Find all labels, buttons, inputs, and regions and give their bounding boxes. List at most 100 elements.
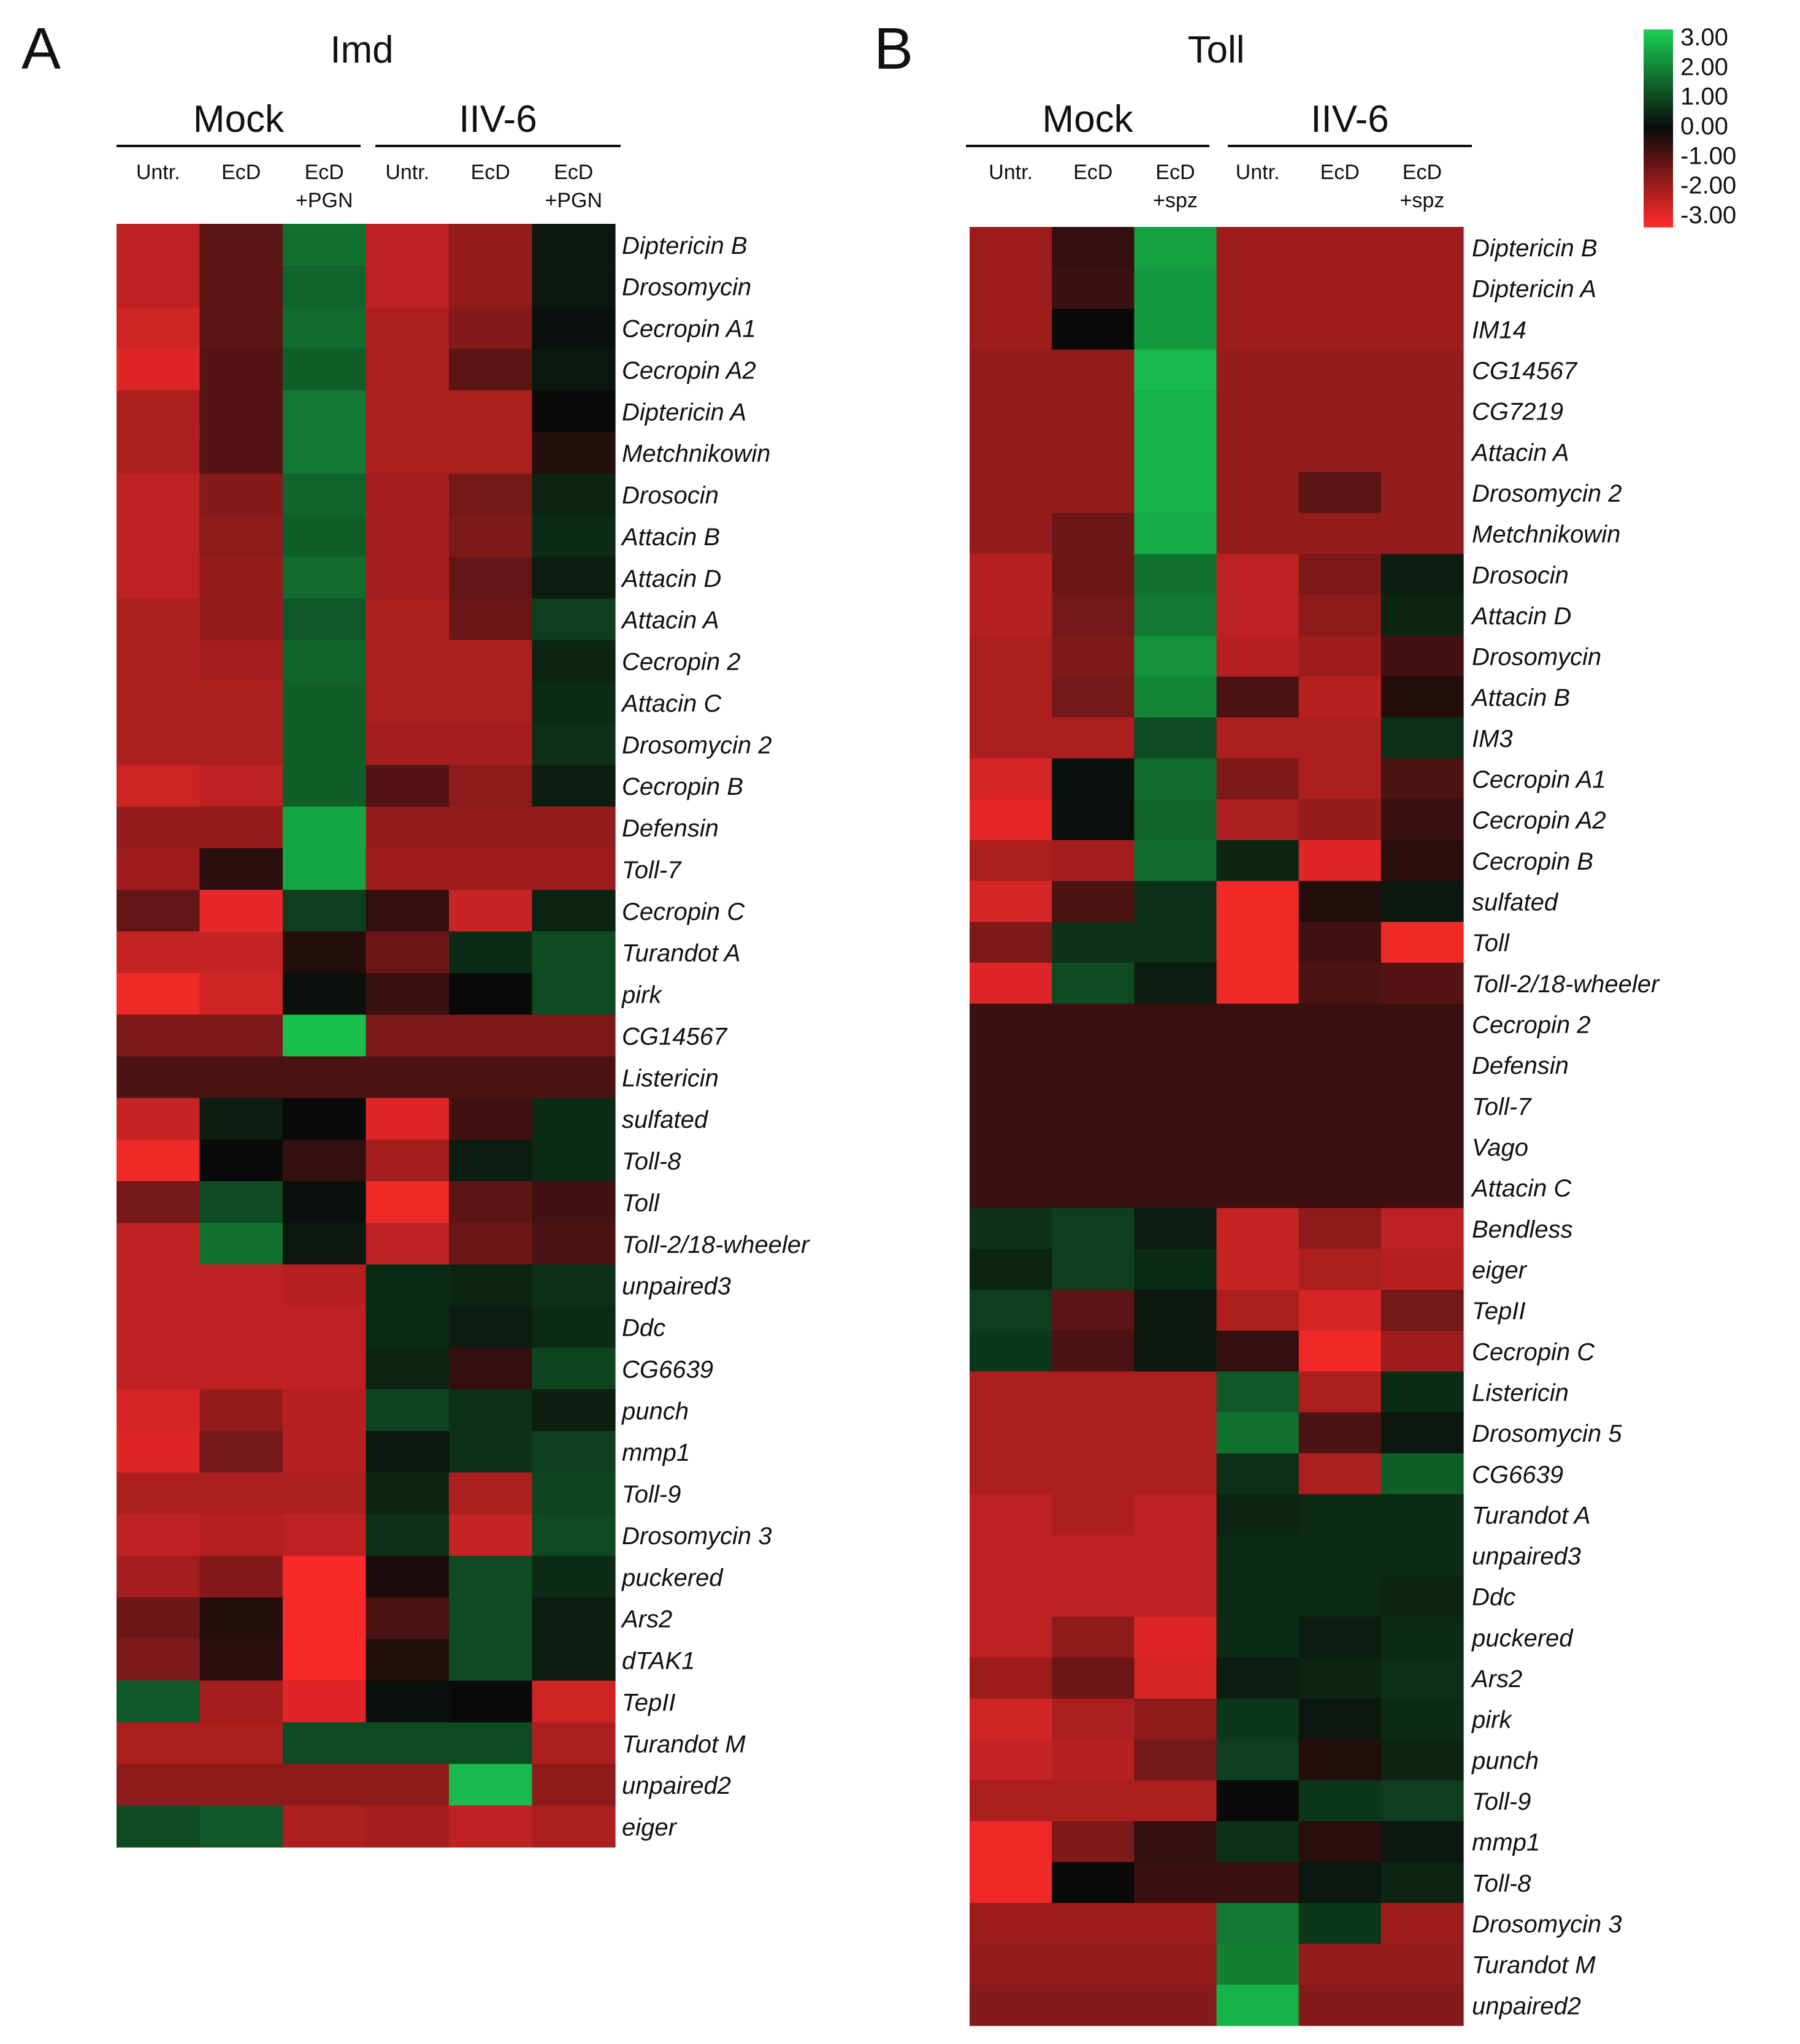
heatmap-cell xyxy=(1052,472,1135,514)
heatmap-cell xyxy=(970,1821,1052,1862)
heatmap-cell xyxy=(1134,676,1217,718)
heatmap-cell xyxy=(970,1126,1052,1168)
heatmap-cell xyxy=(117,307,201,350)
heatmap-cell xyxy=(1381,840,1464,882)
heatmap-cell xyxy=(532,1098,616,1140)
legend-swatch xyxy=(1644,29,1673,34)
heatmap-cell xyxy=(1134,1330,1217,1372)
heatmap-cell xyxy=(1052,1862,1135,1904)
heatmap-cell xyxy=(1381,676,1464,718)
heatmap-cell xyxy=(283,1680,367,1723)
heatmap-cell xyxy=(283,973,367,1016)
heatmap-cell xyxy=(1381,922,1464,963)
heatmap-cell xyxy=(532,1597,616,1640)
heatmap-cell xyxy=(117,1056,201,1098)
heatmap-cell xyxy=(283,931,367,974)
heatmap-cell xyxy=(366,1555,450,1598)
heatmap-cell xyxy=(199,224,283,266)
heatmap-cell xyxy=(970,267,1052,309)
heatmap-cell xyxy=(532,1722,616,1764)
heatmap-cell xyxy=(1052,1453,1135,1495)
legend-swatch xyxy=(1644,45,1673,50)
gene-label: Drosomycin 2 xyxy=(1472,480,1622,507)
column-label: EcD +PGN xyxy=(545,161,602,212)
heatmap-cell xyxy=(199,598,283,641)
heatmap-cell xyxy=(1216,962,1300,1005)
heatmap-cell xyxy=(1298,1903,1382,1945)
gene-label: Attacin C xyxy=(621,690,722,717)
heatmap-cell xyxy=(532,1306,616,1349)
heatmap-cell xyxy=(1381,1617,1464,1658)
heatmap-cell xyxy=(1134,635,1217,677)
heatmap-cell xyxy=(1134,554,1217,595)
heatmap-cell xyxy=(1381,554,1464,595)
heatmap-cell xyxy=(970,676,1052,718)
heatmap-cell xyxy=(970,431,1052,473)
legend-swatch xyxy=(1644,124,1673,129)
gene-label: unpaired3 xyxy=(622,1273,731,1300)
heatmap-cell xyxy=(1381,1780,1464,1822)
heatmap-cell xyxy=(366,1389,450,1431)
heatmap-cell xyxy=(117,390,201,432)
heatmap-cell xyxy=(1298,1412,1382,1454)
heatmap-cell xyxy=(449,515,533,557)
heatmap-cell xyxy=(1381,594,1464,637)
heatmap-cell xyxy=(1052,840,1135,882)
heatmap-cell xyxy=(1052,1330,1135,1372)
panel-title-imd: Imd xyxy=(330,29,393,71)
legend-swatch xyxy=(1644,121,1673,126)
heatmap-cell xyxy=(1381,1985,1464,2026)
heatmap-cell xyxy=(1381,1453,1464,1495)
heatmap-cell xyxy=(1298,1330,1382,1372)
heatmap-cell xyxy=(970,1249,1052,1290)
heatmap-cell xyxy=(1298,676,1382,718)
gene-label: CG14567 xyxy=(1472,358,1578,385)
heatmap-cell xyxy=(1134,1208,1217,1250)
heatmap-cell xyxy=(117,1722,201,1764)
legend-swatch xyxy=(1644,144,1673,148)
heatmap-cell xyxy=(117,806,201,849)
heatmap-cell xyxy=(117,1805,201,1848)
heatmap-cell xyxy=(449,681,533,724)
heatmap-cell xyxy=(283,1139,367,1182)
heatmap-cell xyxy=(199,1347,283,1390)
heatmap-cell xyxy=(532,1639,616,1682)
heatmap-cell xyxy=(1134,513,1217,554)
column-label: Untr. xyxy=(1236,161,1280,184)
gene-label: Toll-9 xyxy=(1472,1788,1531,1815)
heatmap-cell xyxy=(1381,1003,1464,1045)
heatmap-cell xyxy=(199,1306,283,1349)
gene-label: IM14 xyxy=(1472,316,1526,343)
heatmap-cell xyxy=(1298,1453,1382,1495)
heatmap-cell xyxy=(1134,1943,1217,1985)
gene-label: Cecropin 2 xyxy=(622,649,740,676)
heatmap-cell xyxy=(117,1680,201,1723)
heatmap-cell xyxy=(117,1389,201,1431)
heatmap-cell xyxy=(366,1222,450,1265)
legend-swatch xyxy=(1644,55,1673,60)
legend-label: -1.00 xyxy=(1680,142,1736,169)
gene-label: TepII xyxy=(622,1689,675,1716)
heatmap-cell xyxy=(1381,1249,1464,1290)
legend-swatch xyxy=(1644,39,1673,44)
heatmap-cell xyxy=(1298,1821,1382,1862)
heatmap-cell xyxy=(1052,1821,1135,1862)
heatmap-cell xyxy=(1298,1575,1382,1618)
heatmap-cell xyxy=(1216,554,1300,595)
heatmap-cell xyxy=(366,681,450,724)
gene-label: Cecropin C xyxy=(622,898,745,925)
heatmap-cell xyxy=(366,765,450,807)
heatmap-cell xyxy=(199,307,283,350)
heatmap-cell xyxy=(283,889,367,932)
gene-label: Ddc xyxy=(1472,1584,1515,1611)
heatmap-cell xyxy=(1298,1371,1382,1413)
gene-label: dTAK1 xyxy=(622,1648,695,1675)
heatmap-cell xyxy=(366,1805,450,1848)
heatmap-cell xyxy=(1134,1617,1217,1658)
heatmap-cell xyxy=(1298,1126,1382,1168)
gene-label: Cecropin B xyxy=(622,773,743,800)
heatmap-cell xyxy=(1134,758,1217,800)
heatmap-cell xyxy=(1052,1780,1135,1822)
heatmap-cell xyxy=(1134,1985,1217,2026)
heatmap-cell xyxy=(1134,840,1217,882)
